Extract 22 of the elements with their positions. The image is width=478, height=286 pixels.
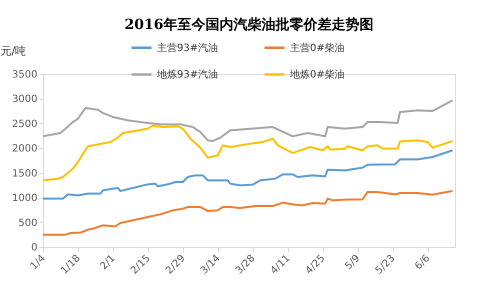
y-tick-label: 2000 <box>12 144 38 155</box>
chart-title: 2016年至今国内汽柴油批零价差走势图 <box>124 17 374 33</box>
legend-label: 地炼0#柴油 <box>289 68 345 80</box>
y-tick-label: 0 <box>31 242 38 254</box>
legend-label: 主营0#柴油 <box>290 42 345 54</box>
y-tick-label: 3500 <box>12 70 38 80</box>
y-tick-label: 500 <box>18 218 38 229</box>
x-tick-label: 6/6 <box>413 252 432 272</box>
y-tick-label: 1000 <box>12 193 38 204</box>
legend-label: 主营93#汽油 <box>157 42 218 54</box>
y-tick-label: 1500 <box>12 168 38 180</box>
line-series <box>42 149 454 200</box>
legend-label: 地炼93#汽油 <box>156 68 218 80</box>
y-tick-label: 3000 <box>12 94 38 106</box>
line-series <box>42 99 454 142</box>
x-tick-label: 5/9 <box>343 252 362 272</box>
y-tick-label: 2500 <box>12 118 38 130</box>
x-tick-label: 1/4 <box>28 252 48 272</box>
y-axis-title: 元/吨 <box>0 44 26 58</box>
line-series <box>42 190 454 236</box>
line-series <box>42 124 454 182</box>
x-tick-label: 2/1 <box>98 252 118 272</box>
